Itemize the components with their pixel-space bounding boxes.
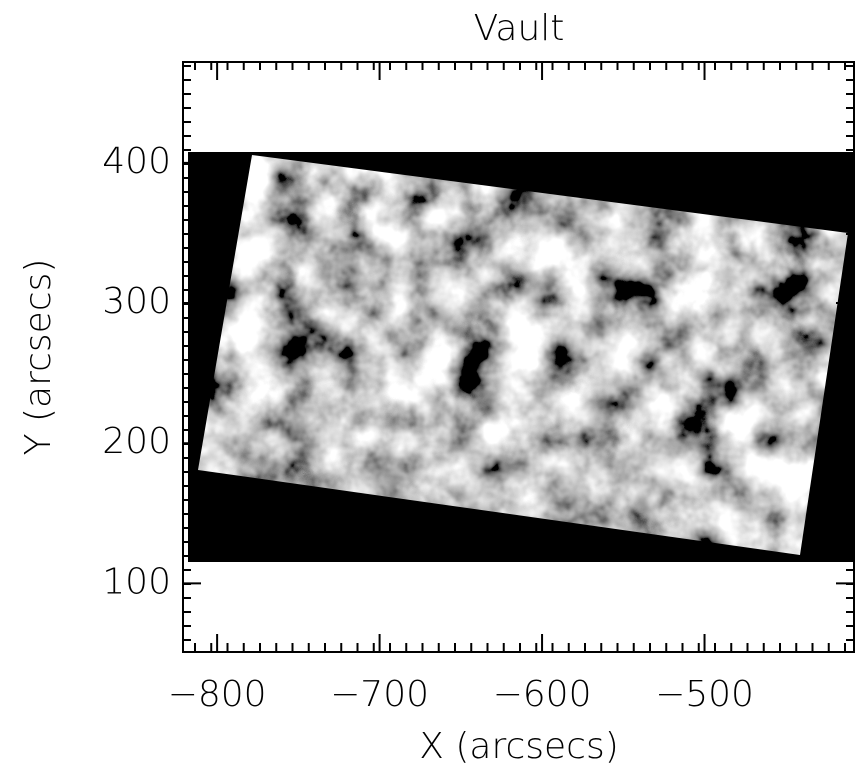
x-tick-label: −700 (330, 674, 429, 715)
x-tick-label: −500 (655, 674, 754, 715)
x-tick-label: −600 (493, 674, 592, 715)
chart-title: Vault (474, 8, 565, 49)
y-tick-label: 100 (102, 561, 171, 602)
x-axis-label: X (arcsecs) (419, 726, 619, 767)
y-axis-label: Y (arcsecs) (18, 259, 59, 456)
y-tick-label: 300 (102, 281, 171, 322)
x-tick-label: −800 (168, 674, 267, 715)
plot-frame (182, 61, 855, 653)
y-tick-label: 400 (102, 141, 171, 182)
y-tick-label: 200 (102, 421, 171, 462)
